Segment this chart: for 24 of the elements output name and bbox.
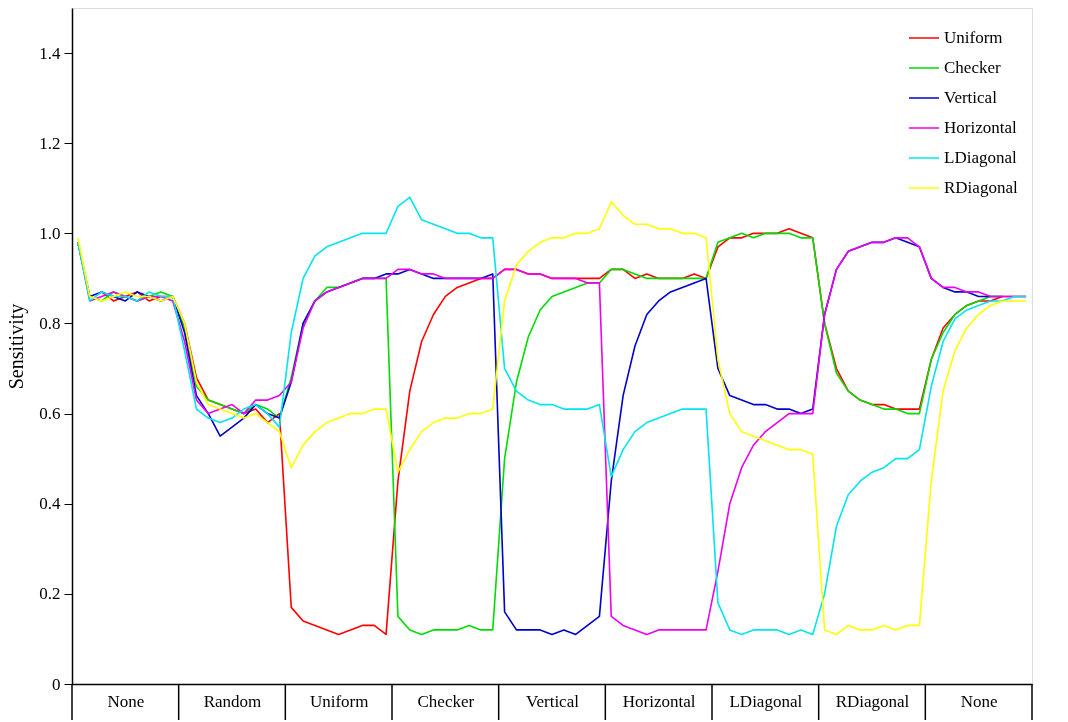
y-tick-label: 0.4 [39, 494, 61, 514]
y-axis-title: Sensitivity [5, 303, 29, 390]
x-tick-label: RDiagonal [835, 691, 910, 711]
x-tick-label: LDiagonal [729, 691, 803, 711]
x-tick-label: Vertical [526, 691, 580, 711]
y-tick-label: 1.2 [39, 133, 61, 153]
legend-label: Checker [944, 58, 1001, 77]
y-tick-label: 1.0 [39, 223, 61, 243]
x-tick-label: Checker [417, 691, 475, 711]
x-tick-label: Horizontal [622, 691, 696, 711]
x-tick-label: Uniform [309, 691, 369, 711]
legend-label: Horizontal [944, 118, 1017, 137]
legend-label: Uniform [944, 28, 1003, 47]
legend-label: RDiagonal [944, 178, 1018, 197]
y-tick-label: 0.2 [39, 584, 61, 604]
y-tick-label: 1.4 [39, 43, 61, 63]
legend-label: LDiagonal [944, 148, 1017, 167]
x-tick-label: None [107, 691, 145, 711]
x-tick-label: Random [203, 691, 262, 711]
legend-label: Vertical [944, 88, 998, 107]
y-tick-label: 0.8 [39, 313, 61, 333]
y-tick-label: 0 [52, 674, 61, 694]
x-tick-label: None [960, 691, 998, 711]
y-tick-label: 0.6 [39, 404, 61, 424]
